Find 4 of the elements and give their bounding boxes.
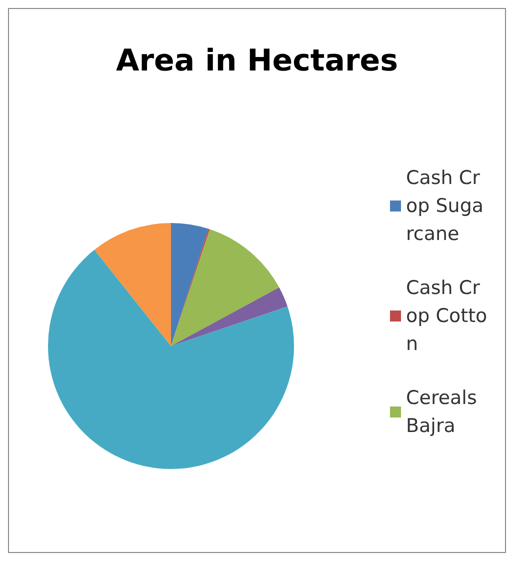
legend-label: Cereals Bajra — [406, 387, 483, 437]
legend-label: Cash Crop Cotton — [406, 277, 488, 355]
legend-label: Cash Crop Sugarcane — [406, 167, 484, 245]
chart-title: Area in Hectares — [116, 44, 398, 78]
